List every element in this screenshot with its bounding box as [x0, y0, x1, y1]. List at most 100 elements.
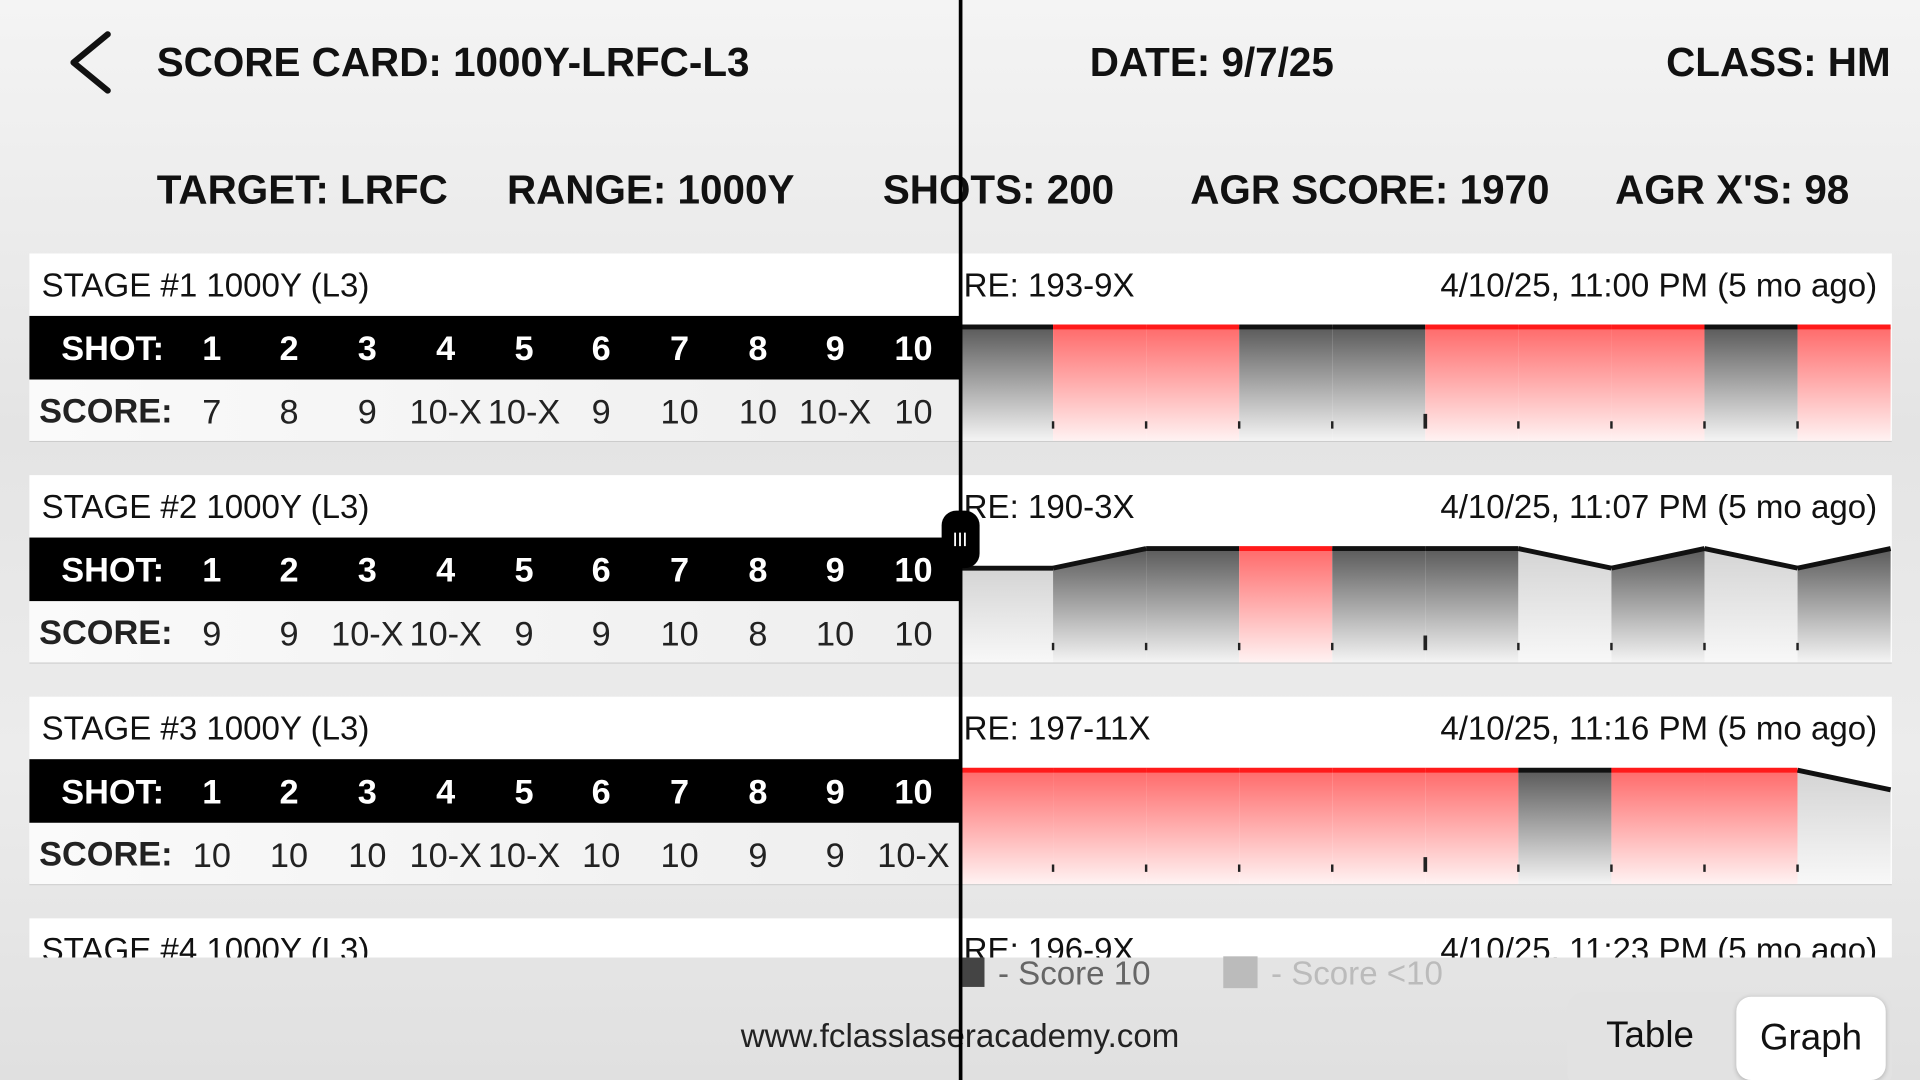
stage-title: STAGE #2 1000Y (L3): [41, 488, 370, 526]
shot-column: [1518, 326, 1612, 441]
tab-graph[interactable]: Graph: [1736, 996, 1886, 1080]
shot-number: 5: [514, 551, 534, 589]
shot-graph: [960, 767, 1892, 885]
class: CLASS: HM: [1666, 39, 1891, 85]
shot-column: [1425, 326, 1519, 441]
shot-column: [1146, 548, 1240, 663]
handle-grip: [954, 532, 966, 547]
shot-line: [1610, 546, 1705, 571]
shot-column: [1239, 548, 1333, 663]
stage-title: STAGE #4 1000Y (L3): [41, 931, 370, 958]
shot-number: 6: [591, 551, 611, 589]
shot-number: 4: [436, 551, 456, 589]
shot-line: [1703, 546, 1799, 571]
shot-label: SHOT:: [61, 329, 165, 368]
shot-number: 10: [894, 772, 933, 811]
shot-row: SHOT: 1 2 3 4 5 6 7 8 9 10: [29, 537, 960, 602]
graph-card: RE: 193-9X 4/10/25, 11:00 PM (5 mo ago): [960, 253, 1892, 443]
shot-line: [1052, 546, 1147, 571]
shot-line: [1797, 546, 1892, 571]
info-item: AGR SCORE: 1970: [1190, 166, 1550, 212]
shot-score: 10: [816, 614, 855, 653]
shot-column: [960, 568, 1054, 663]
shot-score: 9: [202, 614, 222, 653]
shot-score: 8: [279, 393, 299, 432]
shot-column: [1239, 326, 1333, 441]
legend-label: - Score <10: [1271, 955, 1443, 992]
shot-score: 10-X: [487, 836, 561, 875]
stage-score: RE: 197-11X: [963, 710, 1151, 747]
shot-column: [1797, 548, 1891, 663]
graph-pane: RE: 193-9X 4/10/25, 11:00 PM (5 mo ago) RE…: [960, 245, 1920, 958]
score-label: SCORE:: [39, 391, 173, 430]
shot-score: 10: [269, 836, 309, 875]
shot-column: [960, 770, 1054, 885]
graph-card: RE: 197-11X 4/10/25, 11:16 PM (5 mo ago): [960, 696, 1892, 886]
shot-score: 10-X: [798, 393, 872, 432]
shot-column: [1797, 326, 1891, 441]
shot-number: 1: [202, 551, 222, 589]
shot-row: SHOT: 1 2 3 4 5 6 7 8 9 10: [29, 759, 960, 823]
shot-score: 9: [748, 836, 768, 875]
shot-column: [1518, 548, 1612, 663]
shot-number: 9: [825, 329, 845, 368]
shot-line: [1797, 767, 1892, 793]
score-row: SCORE: 7 8 9 10-X 10-X 9 10 10 10-X 10: [29, 379, 960, 441]
shot-number: 1: [202, 772, 222, 811]
stage-card: STAGE #2 1000Y (L3) SHOT: 1 2 3 4 5 6 7 8 9 10 SCORE…: [29, 475, 960, 664]
shot-score: 10-X: [409, 614, 482, 653]
shot-column: [1704, 548, 1798, 663]
stage-date: 4/10/25, 11:00 PM (5 mo ago): [1440, 266, 1878, 304]
shot-number: 9: [825, 551, 845, 589]
graph-card: RE: 190-3X 4/10/25, 11:07 PM (5 mo ago): [960, 475, 1892, 664]
shot-column: [1053, 548, 1147, 663]
shot-number: 5: [514, 772, 534, 811]
shot-column: [1425, 770, 1519, 885]
shot-column: [1053, 770, 1147, 885]
shot-row: SHOT: 1 2 3 4 5 6 7 8 9 10: [29, 315, 960, 380]
shot-number: 8: [748, 551, 768, 589]
legend-label: - Score 10: [997, 955, 1151, 992]
legend-swatch: [1223, 956, 1258, 989]
shot-score: 9: [591, 393, 611, 432]
divider-handle[interactable]: [941, 510, 980, 569]
score-label: SCORE:: [39, 613, 173, 652]
shot-number: 3: [357, 772, 377, 811]
shot-score: 10: [738, 393, 778, 432]
shot-graph: [960, 324, 1891, 441]
shot-score: 10: [660, 393, 699, 432]
shot-number: 6: [591, 772, 611, 811]
shot-label: SHOT:: [61, 551, 165, 589]
shot-score: 10-X: [409, 393, 482, 432]
shot-score: 10: [660, 836, 699, 875]
tab-bar: Table Graph: [1567, 991, 1892, 1080]
shot-score: 10-X: [409, 836, 482, 875]
shot-score: 9: [514, 614, 534, 653]
shot-score: 10: [894, 614, 933, 653]
shot-column: [1239, 770, 1333, 885]
tab-table[interactable]: Table: [1606, 1015, 1694, 1056]
shot-column: [1611, 770, 1705, 885]
shot-score: 9: [591, 614, 611, 653]
info-item: AGR X'S: 98: [1615, 166, 1850, 212]
shot-number: 1: [202, 329, 222, 368]
legend-swatch: [962, 957, 985, 987]
shot-column: [1146, 326, 1240, 441]
stage-date: 4/10/25, 11:16 PM (5 mo ago): [1440, 710, 1878, 747]
shot-number: 3: [357, 551, 377, 589]
back-button[interactable]: [61, 29, 122, 98]
shot-column: [1332, 326, 1426, 441]
score-row: SCORE: 10 10 10 10-X 10-X 10 10 9 9 10-X: [29, 822, 960, 885]
shot-number: 4: [436, 329, 456, 368]
shot-score: 10-X: [877, 836, 950, 875]
stage-date: 4/10/25, 11:07 PM (5 mo ago): [1440, 488, 1878, 526]
shot-number: 9: [825, 772, 845, 811]
stage-score: RE: 193-9X: [963, 266, 1135, 304]
shot-number: 10: [894, 551, 933, 589]
shot-number: 8: [748, 329, 768, 368]
graph-card: RE: 196-9X 4/10/25, 11:23 PM (5 mo ago): [960, 918, 1892, 958]
stage-title: STAGE #1 1000Y (L3): [41, 266, 370, 304]
shot-number: 8: [748, 772, 768, 811]
stage-card: STAGE #1 1000Y (L3) SHOT: 1 2 3 4 5 6 7 8 9 10 SCORE…: [29, 253, 960, 443]
